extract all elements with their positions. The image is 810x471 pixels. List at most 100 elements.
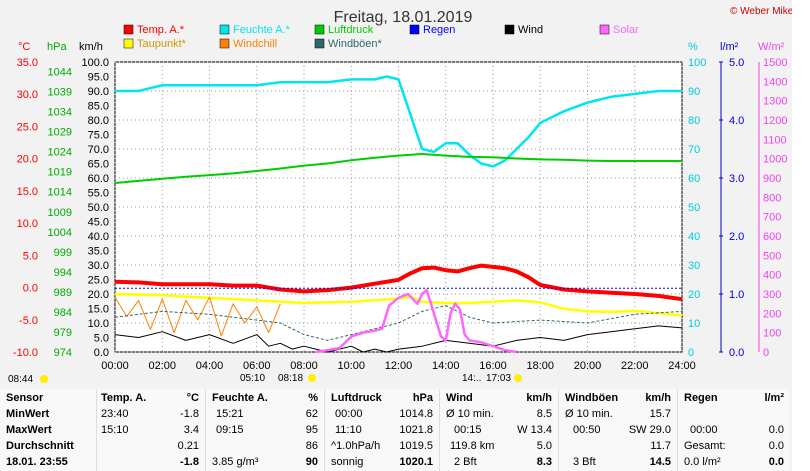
pressure-tick-label: 1029 [48, 127, 72, 139]
solar-axis-unit: W/m² [758, 41, 785, 53]
wind-tick-label: 70.0 [88, 144, 109, 156]
temp-min: -1.8 [180, 408, 199, 420]
legend: Temp. A.* Feuchte A.* Luftdruck Regen Wind So… [123, 24, 639, 50]
humidity-tick-label: 40 [688, 231, 700, 243]
x-tick-label: 10:00 [337, 360, 365, 372]
solar-tick-label: 700 [763, 212, 781, 224]
x-tick-label: 00:00 [101, 360, 129, 372]
sun-icon [308, 374, 316, 382]
temp-tick-label: 25.0 [17, 121, 38, 133]
temp-column: Temp. A. °C 23:40 -1.8 15:10 3.4 0.21 -1… [97, 389, 206, 471]
wind-tick-label: 30.0 [88, 260, 109, 272]
moonrise-label: 14:.. [462, 373, 481, 384]
rain-tick-label: 4.0 [729, 115, 744, 127]
series-line-feuchte-a [115, 75, 682, 168]
pressure-tick-label: 1014 [48, 187, 72, 199]
wind-tick-label: 5.0 [94, 333, 109, 345]
wind-tick-label: 100.0 [81, 57, 109, 69]
rain-tick-label: 3.0 [729, 173, 744, 185]
pressure-tick-label: 994 [54, 267, 72, 279]
pressure-tick-label: 1034 [48, 107, 72, 119]
right-edge-panel [792, 0, 810, 471]
rain-tick-label: 1.0 [729, 289, 744, 301]
x-tick-label: 16:00 [479, 360, 507, 372]
wind-avg10: 8.5 [536, 408, 552, 420]
sensor-column: Sensor MinWert MaxWert Durchschnitt 18.0… [0, 389, 97, 471]
temp-tick-label: 35.0 [17, 57, 38, 69]
humidity-avg: 86 [305, 440, 318, 452]
weather-chart: 35.0 30.0 25.0 20.0 15.0 10.0 5.0 0.0 -5.0 -10.0 °… [8, 6, 792, 385]
temp-min-time: 23:40 [101, 408, 129, 420]
wind-column: Wind km/h Ø 10 min. 8.5 00:15 W 13.4 119… [440, 389, 559, 471]
wind-tick-label: 50.0 [88, 202, 109, 214]
temp-tick-label: 10.0 [17, 218, 38, 230]
humidity-unit: % [308, 392, 318, 404]
legend-label: Luftdruck [328, 24, 374, 36]
series-line-taupunkt [114, 292, 683, 317]
legend-swatch [314, 24, 325, 35]
x-tick-label: 24:00 [668, 360, 696, 372]
series-line-luftdruck [114, 153, 682, 184]
x-tick-label: 02:00 [148, 360, 176, 372]
legend-label: Regen [423, 24, 455, 36]
legend-label: Windböen* [328, 38, 383, 50]
wind-tick-label: 60.0 [88, 173, 109, 185]
daylight-end-label: 08:18 [278, 373, 303, 384]
pressure-tick-label: 984 [54, 307, 72, 319]
gust-max: SW 29.0 [628, 424, 671, 436]
humidity-tick-label: 20 [688, 289, 700, 301]
wind-tick-label: 55.0 [88, 188, 109, 200]
legend-swatch [219, 38, 230, 49]
grid-lines [114, 61, 683, 353]
pressure-max: 1021.8 [399, 424, 433, 436]
humidity-tick-label: 30 [688, 260, 700, 272]
solar-tick-label: 500 [763, 250, 781, 262]
legend-label: Solar [613, 24, 639, 36]
sun-times: 08:44 05:10 08:18 14:.. 17:03 [8, 373, 522, 385]
solar-tick-label: 1200 [763, 115, 787, 127]
wind-tick-label: 65.0 [88, 159, 109, 171]
pressure-tick-label: 974 [54, 347, 72, 359]
wind-tick-label: 25.0 [88, 275, 109, 287]
wind-distance: 119.8 km [450, 440, 495, 452]
wind-tick-label: 15.0 [88, 304, 109, 316]
temp-tick-label: 15.0 [17, 186, 38, 198]
humidity-tick-label: 70 [688, 144, 700, 156]
pressure-column: Luftdruck hPa 00:00 1014.8 11:10 1021.8 … [325, 389, 440, 471]
legend-label: Taupunkt* [137, 38, 187, 50]
rain-max: 0.0 [768, 424, 784, 436]
wind-tick-label: 40.0 [88, 231, 109, 243]
series-layer [114, 75, 683, 354]
wind-axis-unit: km/h [79, 41, 103, 53]
pressure-avg: 1019.5 [399, 440, 433, 452]
row-label-max: MaxWert [6, 424, 52, 436]
pressure-tick-label: 1044 [48, 67, 72, 79]
series-line-solar [315, 288, 517, 354]
wind-tick-label: 45.0 [88, 217, 109, 229]
pressure-tick-label: 989 [54, 287, 72, 299]
sunset-icon [514, 374, 522, 382]
temp-max: 3.4 [183, 424, 199, 436]
legend-label: Feuchte A.* [233, 24, 291, 36]
wind-tick-label: 10.0 [88, 318, 109, 330]
series-line-windb-en [114, 305, 683, 341]
gust-avg: 11.7 [650, 440, 671, 452]
temp-tick-label: 20.0 [17, 154, 38, 166]
legend-swatch [123, 38, 134, 49]
humidity-min: 62 [305, 408, 318, 420]
rain-axis-unit: l/m² [720, 41, 739, 53]
pressure-header: Luftdruck [331, 392, 382, 404]
temp-tick-label: 0.0 [23, 283, 38, 295]
legend-swatch [314, 38, 325, 49]
rain-column: Regen l/m² 00:00 0.0 Gesamt: 0.0 0.0 l/m… [678, 389, 790, 471]
legend-swatch [599, 24, 610, 35]
wind-tick-label: 35.0 [88, 246, 109, 258]
humidity-current: 90 [305, 456, 318, 468]
solar-tick-label: 100 [763, 328, 781, 340]
copyright-label: © Weber Mike [730, 6, 792, 17]
axes-layer: 35.0 30.0 25.0 20.0 15.0 10.0 5.0 0.0 -5.0 -10.0 °… [13, 41, 788, 372]
sunset-label: 17:03 [486, 373, 511, 384]
gust-avg10-label: Ø 10 min. [565, 408, 613, 420]
humidity-tick-label: 90 [688, 86, 700, 98]
pressure-min-time: 00:00 [335, 408, 363, 420]
